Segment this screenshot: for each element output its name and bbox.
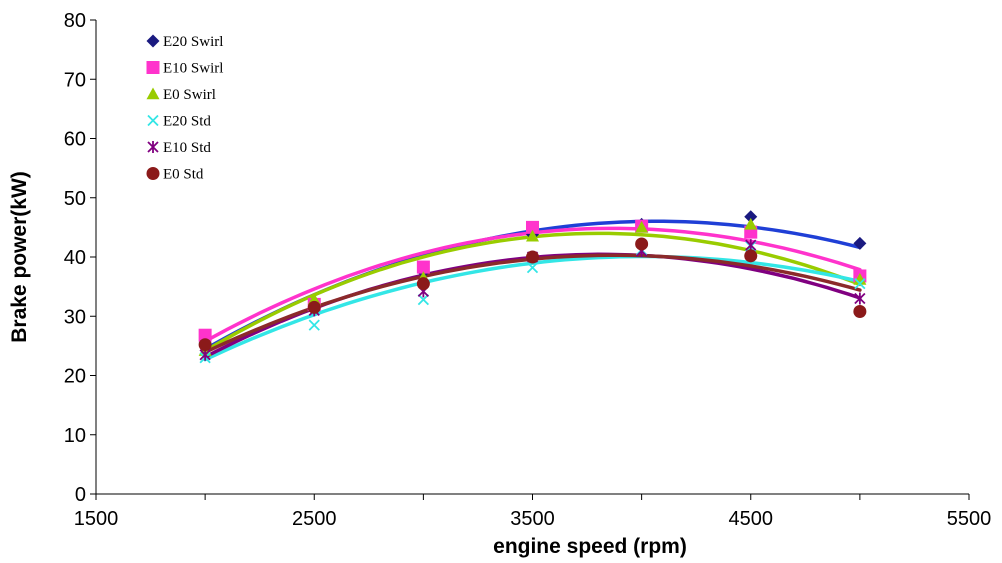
y-tick-label: 40 bbox=[64, 247, 86, 269]
data-point bbox=[745, 239, 757, 252]
data-point bbox=[198, 328, 212, 342]
y-tick-label: 30 bbox=[64, 306, 86, 328]
data-point bbox=[526, 250, 539, 264]
x-tick-label: 3500 bbox=[510, 508, 555, 530]
data-point bbox=[526, 229, 539, 242]
data-point bbox=[417, 294, 430, 306]
x-tick-label: 4500 bbox=[729, 508, 774, 530]
data-point bbox=[853, 273, 867, 285]
data-point bbox=[854, 292, 866, 305]
data-point bbox=[853, 305, 867, 319]
data-point bbox=[416, 277, 430, 291]
data-point bbox=[526, 220, 539, 234]
data-point bbox=[526, 262, 539, 274]
data-point bbox=[307, 300, 321, 314]
data-point bbox=[744, 210, 758, 224]
y-tick-label: 10 bbox=[64, 425, 86, 447]
y-tick-label: 50 bbox=[64, 188, 86, 210]
axis-ticks: 0 10 20 30 40 50 60 70 80 1500 2500 3500 4500 5500 bbox=[64, 10, 992, 530]
y-tick-label: 60 bbox=[64, 129, 86, 151]
legend-marker bbox=[147, 114, 159, 127]
trend-line bbox=[203, 252, 862, 359]
legend-label: E20 Std bbox=[163, 114, 211, 130]
data-point bbox=[198, 338, 212, 352]
legend-marker bbox=[146, 167, 160, 180]
legend-marker bbox=[146, 87, 160, 100]
legend-label: E10 Swirl bbox=[163, 61, 223, 77]
legend-marker bbox=[147, 141, 159, 153]
legend-marker bbox=[146, 61, 160, 74]
y-tick-label: 80 bbox=[64, 10, 86, 32]
x-axis-title: engine speed (rpm) bbox=[493, 535, 687, 558]
y-axis-title: Brake power(kW) bbox=[8, 171, 31, 343]
legend-marker bbox=[146, 34, 160, 48]
data-point bbox=[744, 249, 758, 263]
x-tick-label: 5500 bbox=[947, 508, 992, 530]
y-tick-label: 20 bbox=[64, 366, 86, 388]
y-tick-label: 0 bbox=[75, 484, 86, 506]
data-point bbox=[744, 217, 758, 230]
x-tick-label: 2500 bbox=[292, 508, 337, 530]
legend-label: E20 Swirl bbox=[163, 34, 223, 50]
data-point bbox=[635, 237, 649, 251]
legend-label: E10 Std bbox=[163, 140, 211, 156]
data-point bbox=[308, 319, 320, 331]
legend-label: E0 Swirl bbox=[163, 87, 216, 103]
data-point bbox=[853, 236, 867, 250]
legend: E20 Swirl E10 Swirl E0 Swirl E20 Std E10 Std… bbox=[146, 34, 223, 183]
trend-lines bbox=[203, 219, 862, 362]
data-point bbox=[854, 278, 866, 290]
data-point bbox=[635, 220, 649, 233]
data-points bbox=[198, 210, 867, 364]
legend-label: E0 Std bbox=[163, 167, 204, 183]
trend-line bbox=[203, 226, 862, 344]
y-tick-label: 70 bbox=[64, 69, 86, 91]
x-tick-label: 1500 bbox=[74, 508, 119, 530]
data-point bbox=[416, 260, 430, 274]
